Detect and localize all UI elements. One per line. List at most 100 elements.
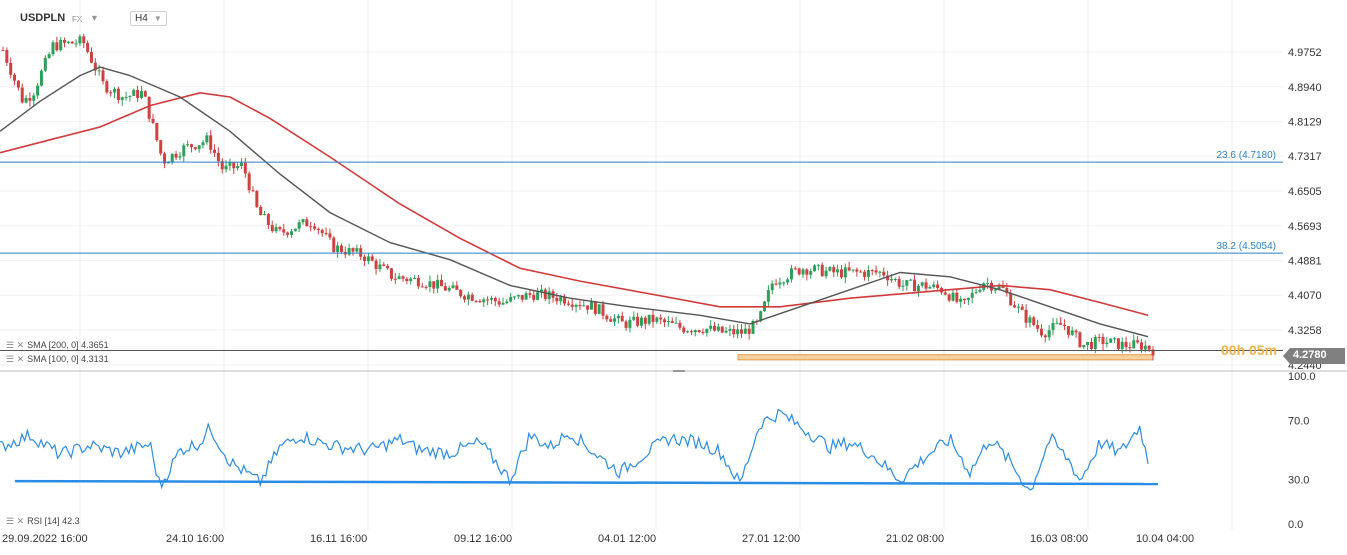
candle-body — [932, 284, 936, 288]
candle-body — [1132, 340, 1136, 349]
rsi-legend[interactable]: ☰ ✕ RSI [14] 42.3 — [6, 516, 80, 527]
candle-body — [182, 145, 186, 157]
price-tick-label: 4.8940 — [1288, 82, 1322, 94]
candle-body — [89, 51, 93, 63]
candle-body — [778, 282, 782, 285]
candle-body — [832, 267, 836, 273]
candle-body — [643, 317, 647, 324]
candle-body — [293, 228, 297, 232]
candle-body — [301, 219, 305, 223]
candle-body — [478, 301, 482, 303]
candle-body — [613, 318, 617, 322]
candle-body — [1082, 345, 1086, 348]
candle-body — [805, 269, 809, 275]
candle-body — [847, 267, 851, 271]
candle-body — [197, 145, 201, 150]
candle-body — [66, 41, 70, 43]
candle-body — [820, 264, 824, 277]
candle-body — [1143, 345, 1147, 350]
time-tick-label: 29.09.2022 16:00 — [2, 533, 88, 545]
candle-body — [609, 319, 613, 322]
chevron-down-icon[interactable]: ▼ — [90, 13, 99, 23]
candle-body — [113, 88, 117, 93]
sma200-legend[interactable]: ☰ ✕ SMA [200, 0] 4.3651 — [6, 340, 109, 351]
candle-body — [974, 291, 978, 293]
candle-body — [513, 296, 517, 298]
candle-body — [393, 278, 397, 280]
candle-body — [1097, 336, 1101, 338]
candle-body — [105, 81, 109, 93]
candle-body — [1105, 342, 1109, 344]
candle-body — [374, 260, 378, 270]
candle-body — [570, 304, 574, 307]
candle-body — [574, 304, 578, 307]
candle-body — [155, 123, 159, 141]
candle-body — [659, 317, 663, 320]
candle-body — [270, 225, 274, 232]
candle-body — [101, 70, 105, 82]
candle-body — [224, 165, 228, 170]
sma100-line — [0, 66, 1149, 338]
candle-body — [20, 87, 24, 103]
fibonacci-label: 38.2 (4.5054) — [1217, 241, 1277, 252]
candle-body — [686, 331, 690, 333]
candle-body — [578, 304, 582, 307]
candle-body — [205, 135, 209, 143]
candle-body — [320, 229, 324, 234]
candle-body — [747, 328, 751, 334]
candle-body — [936, 284, 940, 288]
candle-body — [566, 303, 570, 305]
rsi-label: RSI [14] 42.3 — [27, 516, 80, 526]
rsi-tick-label: 30.0 — [1288, 475, 1309, 487]
candle-body — [963, 298, 967, 300]
candle-body — [213, 149, 217, 153]
candle-body — [401, 276, 405, 279]
settings-icon[interactable]: ☰ ✕ — [6, 516, 25, 526]
candle-body — [509, 296, 513, 302]
candle-body — [209, 135, 213, 150]
candle-body — [993, 289, 997, 291]
candle-body — [870, 270, 874, 272]
candle-body — [589, 301, 593, 310]
settings-icon[interactable]: ☰ ✕ — [6, 340, 25, 350]
candle-body — [351, 247, 355, 252]
candle-body — [586, 305, 590, 310]
candle-body — [1101, 336, 1105, 344]
time-axis: 29.09.2022 16:00 24.10 16:00 16.11 16:00 09… — [2, 533, 1194, 545]
candle-body — [1036, 325, 1040, 329]
timeframe-select[interactable]: H4 ▼ — [130, 11, 167, 26]
candle-body — [959, 298, 963, 302]
panel-resize-handle[interactable] — [673, 370, 685, 372]
sma100-legend[interactable]: ☰ ✕ SMA [100, 0] 4.3131 — [6, 354, 109, 365]
candle-body — [36, 85, 40, 96]
candle-body — [151, 118, 155, 124]
price-tick-label: 4.7317 — [1288, 151, 1322, 163]
sma100-label: SMA [100, 0] 4.3131 — [27, 354, 109, 364]
candle-body — [801, 269, 805, 275]
symbol-label[interactable]: USDPLN — [20, 12, 66, 24]
candle-body — [1120, 341, 1124, 350]
candle-body — [705, 328, 709, 334]
candle-body — [236, 166, 240, 169]
candle-body — [866, 270, 870, 277]
candle-body — [1047, 330, 1051, 338]
candle-body — [897, 278, 901, 287]
candle-body — [305, 219, 309, 227]
candle-body — [239, 162, 243, 167]
candle-body — [1001, 286, 1005, 288]
candle-body — [363, 256, 367, 262]
settings-icon[interactable]: ☰ ✕ — [6, 354, 25, 364]
candle-body — [655, 317, 659, 322]
candle-body — [32, 95, 36, 101]
candle-body — [797, 268, 801, 275]
candle-body — [286, 232, 290, 235]
candle-body — [120, 97, 124, 100]
candle-body — [689, 331, 693, 333]
candle-body — [616, 315, 620, 319]
candle-body — [216, 152, 220, 162]
candle-body — [1086, 341, 1090, 346]
candle-body — [601, 304, 605, 316]
grid — [0, 0, 1283, 530]
candle-body — [624, 321, 628, 328]
